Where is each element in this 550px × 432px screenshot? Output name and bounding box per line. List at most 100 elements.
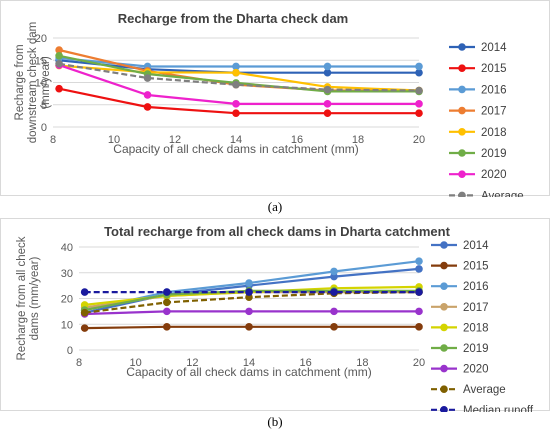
chart-b-legend-swatch-marker [440,303,448,311]
chart-b-title: Total recharge from all check dams in Dh… [104,224,450,239]
chart-a-y-axis-label: Recharge from [14,44,26,120]
chart-b-legend-swatch-marker [440,261,448,270]
chart-b-legend-label: 2016 [463,281,489,293]
chart-a-data-point [232,62,240,71]
chart-b-legend-label: 2019 [463,343,489,355]
chart-a-x-tick-label: 10 [108,134,120,146]
chart-b-legend-label: 2020 [463,364,489,376]
chart-b-y-tick-label: 0 [67,345,73,357]
chart-b-data-point [415,265,423,273]
chart-panel-a: Recharge from the Dharta check dam 0 5 10 15… [0,0,550,202]
chart-b-data-point [163,298,171,307]
chart-b-y-tick-label: 30 [61,268,73,280]
chart-b-data-point [245,323,253,331]
chart-b-data-point [163,307,171,316]
chart-a-legend-swatch-marker [458,128,466,136]
chart-b-data-point [80,288,89,296]
chart-b-y-axis-label: dams (mm/year) [29,256,41,340]
chart-b-svg: Total recharge from all check dams in Dh… [16,224,534,417]
chart-a-legend-label: 2018 [481,127,507,139]
chart-a-data-point [143,74,152,82]
chart-b-legend-label: Average [463,384,506,396]
chart-a-legend-label: 2017 [481,106,507,118]
chart-b-data-point [330,267,338,276]
chart-b-data-point [415,257,423,265]
chart-a-y-axis-label: (mm/year) [40,56,52,109]
chart-a-y-axis-label: downstream check dam [27,22,39,143]
chart-a-series-line-average [58,62,420,92]
caption-a: (a) [267,199,283,214]
chart-a-x-tick-label: 8 [50,134,56,146]
chart-b-data-point [330,307,338,316]
chart-b-data-point [80,324,89,332]
chart-a-svg: Recharge from the Dharta check dam 0 5 10 15… [14,11,524,202]
chart-a-x-tick-label: 18 [352,134,364,146]
chart-b-legend-label: 2015 [463,261,489,273]
chart-b-data-point [415,307,423,316]
chart-b-legend-label: Median runoff [463,405,534,412]
chart-a-legend-swatch-marker [458,191,466,200]
chart-a-data-point [143,103,152,111]
chart-panel-b: Total recharge from all check dams in Dh… [0,218,550,417]
chart-b-legend-swatch-marker [440,323,448,332]
chart-b-data-point [245,279,253,287]
chart-b-data-point [80,308,89,317]
chart-b-data-point [163,323,171,331]
chart-a-data-point [415,86,423,95]
chart-a-y-tick-label: 5 [41,100,47,112]
chart-b-data-point [415,323,423,331]
caption-b: (b) [267,414,283,429]
chart-a-data-point [323,62,332,71]
chart-b-x-tick-label: 18 [356,357,368,369]
chart-a-data-point [323,85,332,94]
chart-a-data-point [323,100,332,108]
chart-b-legend-swatch-marker [440,364,448,373]
chart-a-x-tick-label: 16 [291,134,303,146]
chart-b-legend-label: 2018 [463,322,489,334]
chart-a-legend-label: 2019 [481,148,507,160]
chart-a-data-point [415,68,423,77]
chart-a-x-tick-label: 20 [413,134,425,146]
chart-a-y-tick-label: 0 [41,122,47,134]
chart-b-x-axis-label: Capacity of all check dams in catchment … [126,365,371,379]
chart-a-legend-label: 2015 [481,63,507,75]
chart-a-data-point [323,68,332,77]
chart-a-x-tick-label: 14 [230,134,242,146]
chart-a-data-point [232,80,240,89]
chart-a-data-point [415,62,423,71]
chart-a-data-point [232,100,240,108]
chart-b-legend-swatch-marker [440,282,448,290]
chart-a-data-point [232,68,240,77]
chart-a-data-point [415,100,423,108]
chart-b-y-tick-label: 10 [61,319,73,331]
chart-a-data-point [415,109,423,118]
chart-a-data-point [232,109,240,118]
chart-b-x-tick-label: 12 [186,357,198,369]
chart-a-data-point [55,60,63,68]
chart-b-x-tick-label: 16 [300,357,312,369]
chart-b-x-tick-label: 20 [413,357,425,369]
chart-a-title: Recharge from the Dharta check dam [118,11,348,26]
chart-a-legend-label: Average [481,190,524,197]
chart-b-data-point [330,288,338,296]
chart-b-legend-label: 2014 [463,240,489,252]
chart-b-data-point [415,288,423,296]
chart-b-data-point [245,307,253,316]
chart-a-data-point [55,46,63,54]
chart-a-legend-label: 2020 [481,169,507,181]
chart-b-legend-swatch-marker [440,241,448,249]
chart-a-legend-swatch-marker [458,106,466,115]
chart-b-x-tick-label: 14 [243,357,255,369]
chart-b-y-tick-label: 20 [61,294,73,306]
chart-a-legend-label: 2016 [481,84,507,96]
chart-b-y-tick-label: 40 [61,242,73,254]
chart-b-legend-label: 2017 [463,302,489,314]
chart-b-legend-swatch-marker [440,406,448,414]
chart-a-legend-swatch-marker [458,64,466,72]
chart-b-legend-swatch-marker [440,385,448,393]
chart-a-x-axis-label: Capacity of all check dams in catchment … [113,142,358,156]
chart-b-y-axis-label: Recharge from all check [16,236,28,360]
chart-a-y-tick-label: 20 [35,33,47,45]
chart-a-legend-swatch-marker [458,149,466,157]
chart-a-data-point [55,84,63,93]
